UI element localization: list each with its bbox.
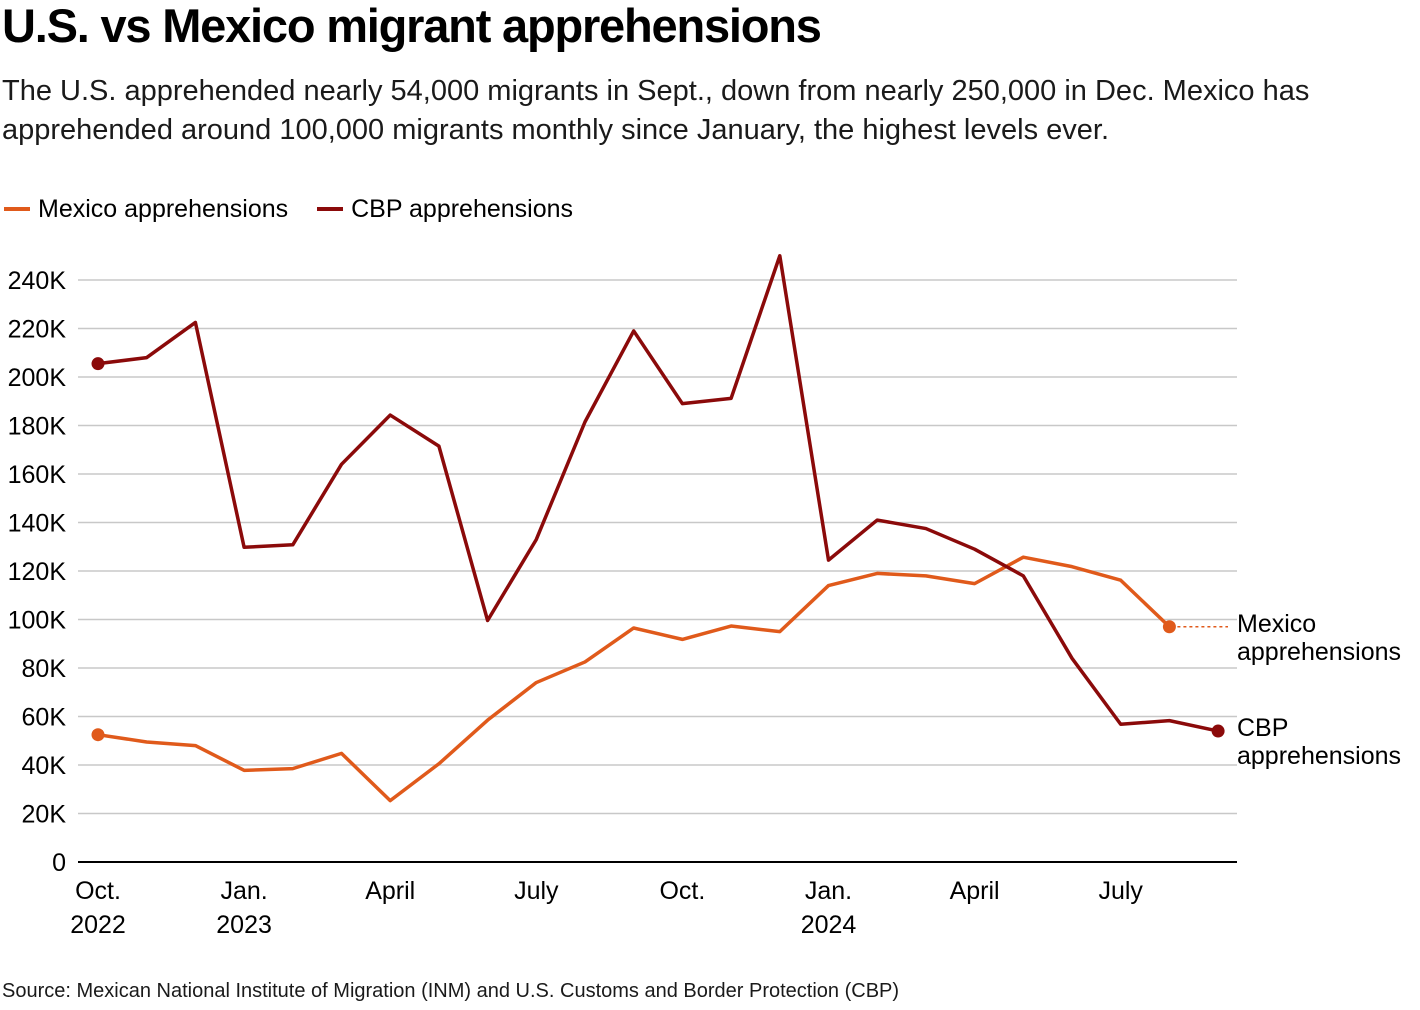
legend: Mexico apprehensions CBP apprehensions	[4, 193, 595, 225]
y-tick-label: 60K	[22, 704, 67, 732]
series-end-point-mexico	[1162, 620, 1176, 634]
legend-swatch-cbp	[317, 207, 344, 212]
y-tick-label: 140K	[8, 510, 67, 538]
end-label-cbp: apprehensions	[1237, 742, 1401, 770]
y-tick-label: 160K	[8, 461, 67, 489]
legend-label-cbp: CBP apprehensions	[351, 195, 574, 223]
legend-item-mexico: Mexico apprehensions	[4, 193, 288, 225]
end-label-cbp: CBP	[1237, 714, 1288, 742]
x-tick-label: April	[365, 877, 415, 905]
line-chart: 0 20K 40K 60K 80K 100K 120K 140K 160K 180K 200K 220…	[8, 254, 1401, 939]
legend-swatch-mexico	[4, 207, 30, 212]
legend-label-mexico: Mexico apprehensions	[38, 195, 289, 223]
x-tick-label: 2022	[70, 911, 126, 939]
x-tick-label: Jan.	[805, 877, 852, 905]
x-tick-label: April	[950, 877, 1000, 905]
y-tick-label: 120K	[8, 558, 67, 586]
series-end-point-cbp	[1211, 724, 1225, 738]
x-tick-label: July	[1098, 877, 1143, 905]
x-tick-label: Oct.	[659, 877, 705, 905]
y-tick-label: 220K	[8, 316, 67, 344]
series-line-mexico	[96, 555, 1172, 803]
x-tick-label: Jan.	[220, 877, 267, 905]
y-tick-label: 240K	[8, 267, 67, 295]
y-tick-label: 40K	[22, 752, 67, 780]
x-tick-label: 2023	[216, 911, 272, 939]
source-note: Source: Mexican National Institute of Mi…	[2, 980, 900, 1002]
y-tick-label: 80K	[22, 655, 67, 683]
series-start-point-mexico	[91, 728, 105, 742]
y-tick-label: 180K	[8, 413, 67, 441]
x-tick-label: Oct.	[75, 877, 121, 905]
end-label-mexico: Mexico	[1237, 610, 1316, 638]
series-start-point-cbp	[91, 357, 105, 371]
y-tick-label: 100K	[8, 607, 67, 635]
chart-subtitle: The U.S. apprehended nearly 54,000 migra…	[2, 75, 1310, 146]
end-label-mexico: apprehensions	[1237, 638, 1401, 666]
x-tick-label: 2024	[801, 911, 857, 939]
y-tick-label: 20K	[22, 801, 67, 829]
chart-title: U.S. vs Mexico migrant apprehensions	[2, 0, 822, 52]
y-tick-label: 0	[52, 849, 66, 877]
y-tick-label: 200K	[8, 364, 67, 392]
x-tick-label: July	[514, 877, 559, 905]
series-line-cbp	[96, 254, 1220, 733]
legend-item-cbp: CBP apprehensions	[317, 193, 573, 225]
